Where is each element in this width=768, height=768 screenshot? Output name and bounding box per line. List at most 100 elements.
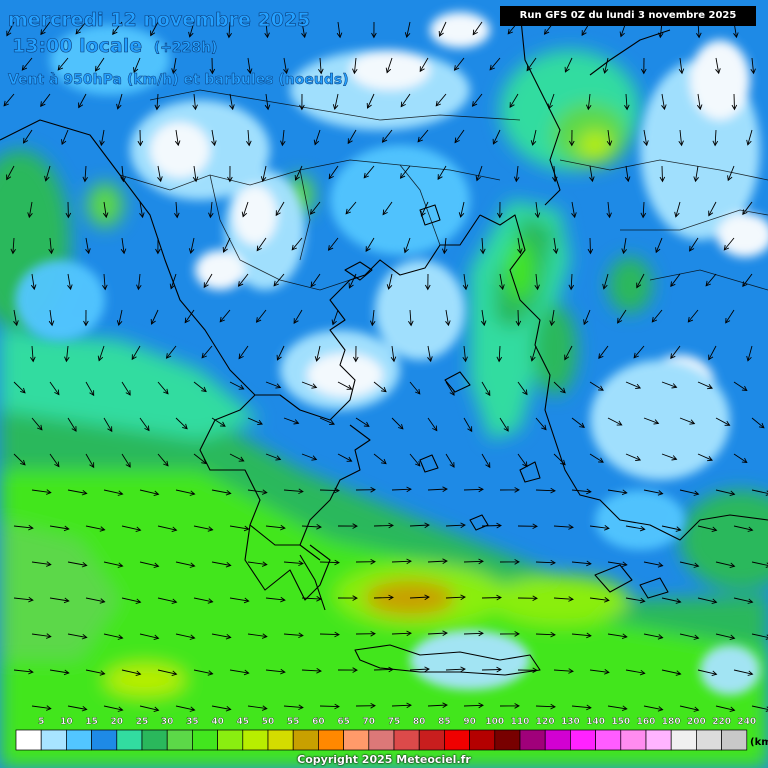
- wind-arrow: [476, 165, 483, 181]
- wind-arrow: [409, 596, 430, 599]
- wind-arrow: [427, 345, 432, 362]
- legend-swatch: [91, 729, 118, 751]
- wind-arrow-head: [530, 140, 537, 146]
- wind-arrow: [697, 597, 717, 603]
- wind-arrow: [40, 21, 51, 35]
- wind-arrow: [391, 345, 395, 362]
- wind-arrow: [551, 309, 555, 326]
- wind-arrow: [301, 669, 322, 672]
- wind-arrow-head: [117, 490, 124, 496]
- wind-arrow-head: [733, 32, 739, 39]
- wind-arrow-head: [711, 598, 718, 605]
- wind-arrow: [643, 633, 663, 639]
- wind-arrow: [481, 237, 484, 254]
- wind-arrow: [175, 201, 178, 218]
- wind-arrow-head: [133, 67, 139, 74]
- wind-arrow-head: [639, 525, 646, 532]
- wind-arrow-head: [707, 384, 713, 390]
- legend-tick-label: 55: [287, 717, 300, 727]
- wind-arrow-head: [13, 320, 19, 327]
- wind-arrow-head: [163, 388, 169, 395]
- wind-arrow: [655, 237, 663, 253]
- wind-arrow-head: [280, 524, 286, 531]
- wind-arrow: [481, 453, 491, 468]
- wind-arrow-head: [207, 526, 214, 532]
- wind-arrow: [553, 381, 566, 394]
- wind-arrow-head: [3, 100, 9, 107]
- wind-arrow: [625, 597, 645, 602]
- wind-arrow: [45, 165, 51, 181]
- legend-tick-label: 70: [363, 717, 376, 727]
- wind-arrow: [3, 93, 15, 107]
- wind-arrow: [687, 309, 699, 323]
- wind-arrow: [247, 417, 263, 425]
- wind-arrow: [751, 57, 755, 74]
- wind-arrow: [517, 309, 519, 326]
- wind-arrow-head: [496, 356, 503, 363]
- wind-arrow-head: [725, 317, 731, 324]
- legend-swatch: [444, 729, 470, 751]
- wind-arrow-head: [226, 32, 232, 39]
- wind-arrow: [417, 129, 429, 143]
- wind-arrow-head: [208, 212, 214, 219]
- wind-arrow-head: [188, 31, 194, 38]
- wind-arrow: [175, 417, 188, 430]
- wind-arrow-head: [229, 104, 235, 111]
- wind-arrow-head: [604, 669, 610, 675]
- wind-arrow: [121, 165, 124, 182]
- wind-arrow-head: [515, 320, 522, 327]
- wind-arrow-head: [643, 140, 649, 147]
- wind-arrow-head: [310, 281, 316, 288]
- wind-arrow-head: [241, 211, 248, 218]
- wind-arrow-head: [120, 176, 126, 183]
- wind-arrow-head: [485, 390, 491, 397]
- wind-arrow-head: [192, 104, 198, 111]
- wind-arrow-head: [316, 524, 322, 530]
- wind-arrow-head: [219, 421, 226, 427]
- wind-arrow-head: [238, 384, 245, 390]
- wind-arrow: [31, 705, 51, 710]
- wind-arrow: [733, 93, 735, 110]
- wind-arrow-head: [352, 667, 358, 673]
- legend-swatch: [494, 729, 521, 751]
- wind-arrow-head: [144, 425, 150, 432]
- wind-arrow: [67, 273, 72, 290]
- wind-arrow-head: [496, 522, 502, 529]
- wind-arrow-head: [617, 317, 623, 324]
- wind-arrow: [247, 561, 267, 566]
- wind-arrow: [437, 165, 447, 180]
- legend-swatch: [670, 729, 697, 751]
- wind-arrow-head: [352, 523, 358, 529]
- wind-arrow: [247, 705, 267, 710]
- wind-arrow: [625, 669, 645, 674]
- wind-arrow: [697, 669, 717, 675]
- wind-arrow: [319, 633, 340, 636]
- wind-arrow: [445, 668, 466, 671]
- wind-arrow-head: [192, 176, 199, 183]
- legend-tick-label: 5: [38, 717, 44, 727]
- wind-arrow-head: [94, 65, 101, 72]
- wind-arrow: [295, 165, 303, 181]
- wind-arrow-head: [742, 281, 748, 288]
- wind-arrow-head: [478, 558, 484, 565]
- wind-arrow-head: [137, 140, 144, 147]
- legend-tick-label: 15: [85, 717, 98, 727]
- legend-swatch: [645, 729, 672, 751]
- wind-arrow: [531, 345, 537, 361]
- wind-arrow: [386, 57, 393, 73]
- wind-arrow: [643, 129, 648, 146]
- wind-arrow: [283, 57, 288, 74]
- wind-arrow-head: [334, 631, 340, 638]
- wind-arrow-head: [298, 488, 304, 495]
- wind-arrow: [406, 21, 411, 38]
- wind-arrow: [535, 417, 547, 430]
- wind-arrow-head: [275, 210, 281, 217]
- wind-arrow: [347, 129, 357, 144]
- wind-arrow: [334, 93, 339, 110]
- wind-arrow: [319, 561, 340, 564]
- wind-arrow-head: [370, 631, 376, 637]
- legend-tick-label: 180: [662, 717, 681, 727]
- wind-arrow-head: [97, 355, 104, 362]
- wind-arrow-head: [707, 456, 713, 462]
- wind-arrow-head: [189, 490, 196, 496]
